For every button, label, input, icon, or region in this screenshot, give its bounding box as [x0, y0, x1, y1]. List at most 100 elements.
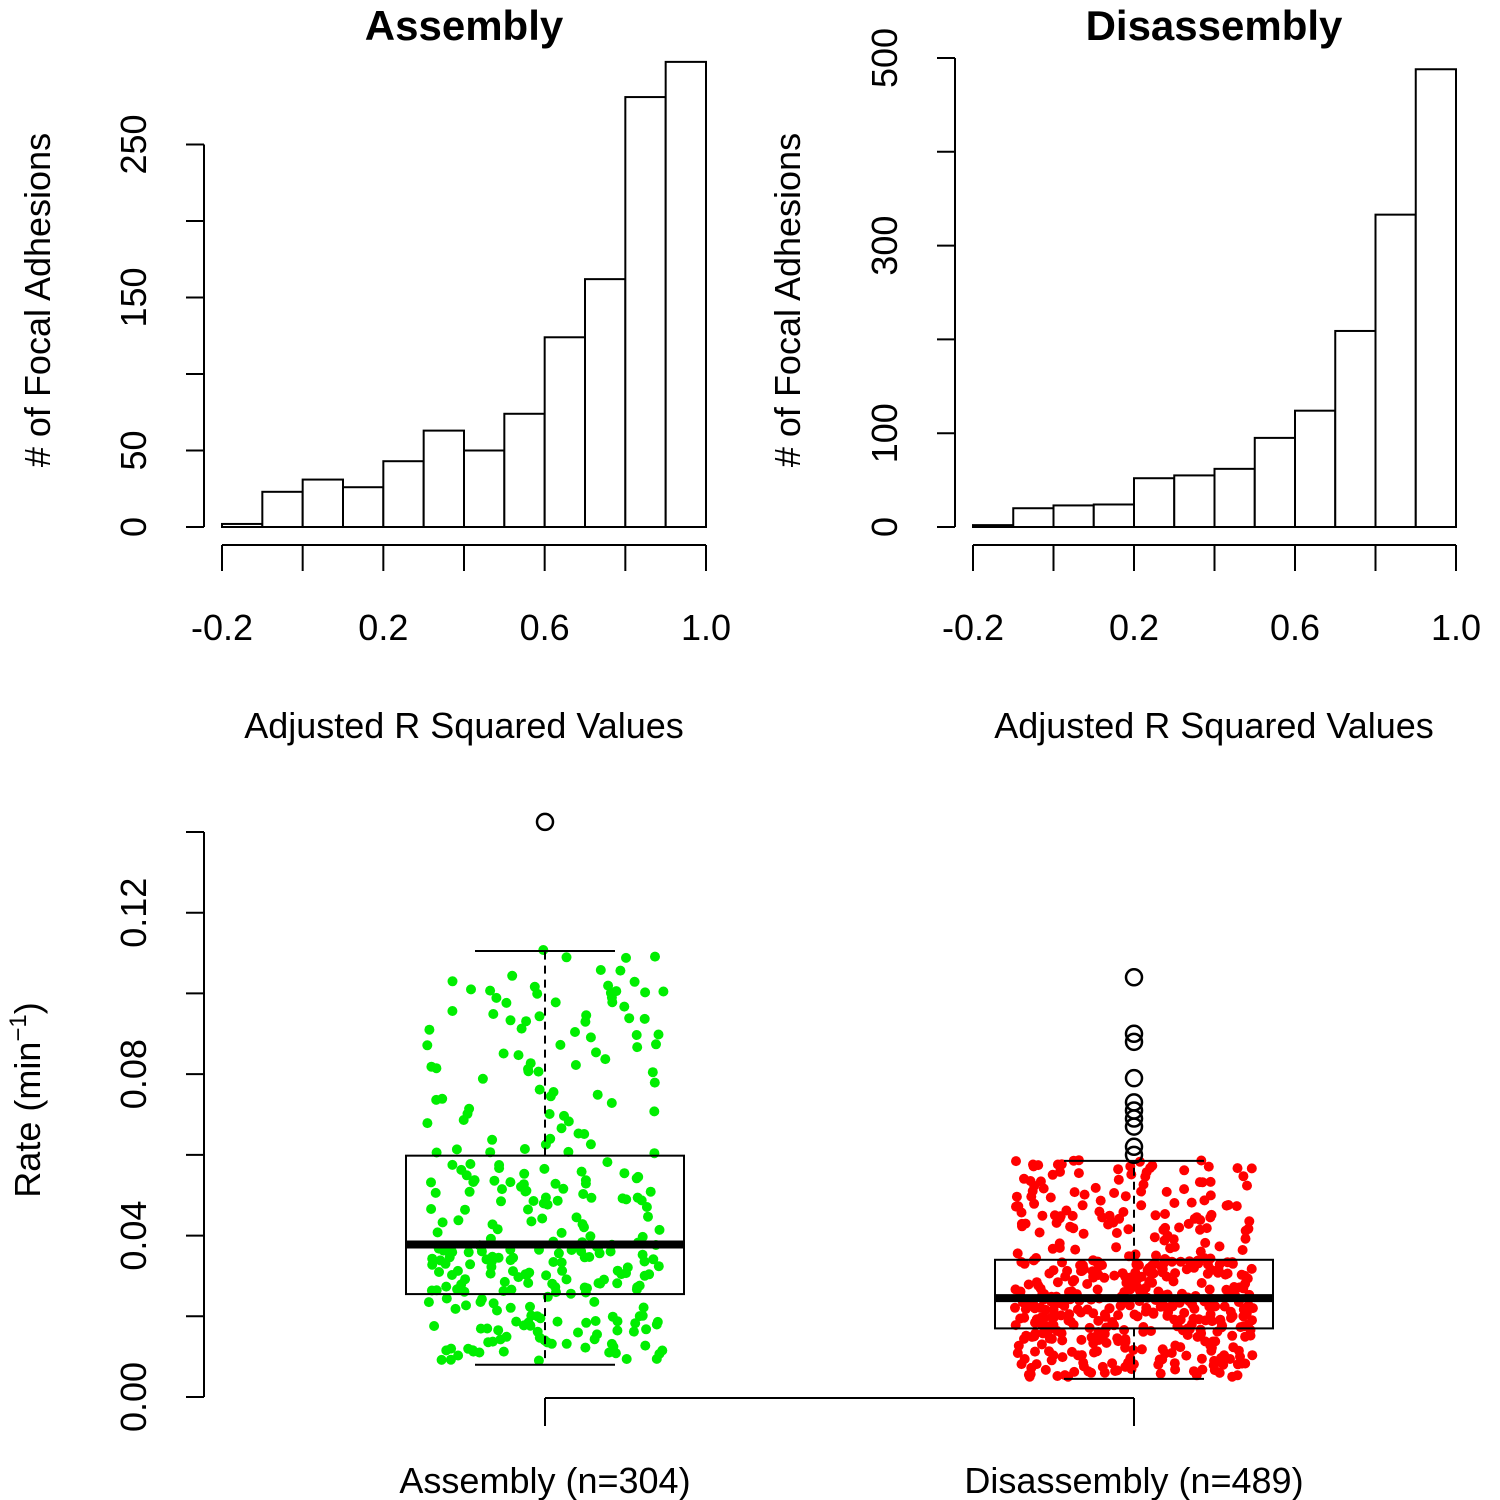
assembly-outlier	[535, 812, 555, 832]
disassembly-rate-point	[1227, 1330, 1238, 1341]
disassembly-rate-point	[1024, 1371, 1035, 1382]
assembly-rate-point	[538, 1198, 549, 1209]
assembly-histogram-x-tick-label: 1.0	[681, 607, 731, 648]
assembly-rate-point	[427, 1259, 438, 1270]
disassembly-rate-point	[1175, 1256, 1186, 1267]
disassembly-rate-point	[1019, 1312, 1030, 1323]
assembly-histogram-bar	[543, 336, 587, 528]
disassembly-rate-point	[1242, 1180, 1252, 1191]
disassembly-rate-point	[1175, 1342, 1186, 1353]
disassembly-rate-point	[1060, 1271, 1071, 1282]
assembly-rate-point	[519, 1144, 530, 1154]
assembly-rate-point	[551, 1287, 561, 1298]
disassembly-rate-point	[1197, 1177, 1208, 1188]
disassembly-rate-point	[1210, 1336, 1221, 1347]
disassembly-rate-point	[1240, 1233, 1251, 1244]
assembly-rate-point	[426, 1177, 436, 1188]
assembly-histogram-bar	[261, 490, 304, 528]
disassembly-rate-point	[1213, 1264, 1224, 1275]
assembly-rate-point	[629, 976, 640, 987]
assembly-histogram-bar	[664, 60, 708, 528]
assembly-rate-point	[465, 1259, 476, 1270]
disassembly-rate-point	[1029, 1198, 1040, 1209]
disassembly-histogram-bar	[1414, 68, 1457, 528]
assembly-rate-point	[469, 1175, 480, 1186]
assembly-histogram-y-tick-label: 50	[113, 430, 154, 470]
disassembly-rate-point	[1240, 1278, 1251, 1289]
assembly-rate-point	[519, 1168, 530, 1179]
disassembly-rate-point	[1120, 1334, 1131, 1345]
disassembly-rate-point	[1246, 1163, 1257, 1174]
disassembly-outlier	[1124, 968, 1144, 987]
disassembly-histogram-bar	[1012, 507, 1055, 528]
rate-boxplot-x-axis: Assembly (n=304) Disassembly (n=489)	[399, 1397, 1304, 1500]
disassembly-rate-point	[1140, 1171, 1151, 1182]
rate-boxplot-points	[422, 945, 1258, 1382]
assembly-rate-point	[576, 1166, 587, 1177]
disassembly-rate-point	[1123, 1224, 1134, 1235]
assembly-rate-point	[488, 1009, 499, 1019]
disassembly-histogram-ylabel: # of Focal Adhesions	[767, 133, 808, 467]
assembly-rate-point	[441, 1293, 452, 1304]
disassembly-rate-point	[1120, 1361, 1131, 1372]
disassembly-rate-point	[1037, 1210, 1048, 1221]
disassembly-rate-point	[1132, 1311, 1143, 1322]
disassembly-rate-point	[1107, 1358, 1118, 1369]
assembly-rate-point	[595, 965, 606, 975]
disassembly-rate-point	[1175, 1314, 1186, 1325]
disassembly-histogram-y-tick-label: 300	[864, 216, 905, 276]
disassembly-histogram-bar	[1213, 467, 1256, 528]
disassembly-rate-point	[1204, 1284, 1215, 1295]
disassembly-rate-point	[1247, 1303, 1258, 1314]
assembly-rate-point	[645, 1186, 656, 1197]
assembly-rate-point	[498, 1346, 509, 1357]
disassembly-rate-point	[1063, 1371, 1074, 1382]
disassembly-rate-point	[1091, 1265, 1102, 1276]
assembly-rate-point	[461, 1300, 471, 1311]
disassembly-rate-point	[1196, 1353, 1207, 1364]
assembly-rate-point	[526, 1216, 537, 1227]
assembly-rate-point	[447, 976, 458, 987]
disassembly-rate-point	[1068, 1319, 1079, 1330]
assembly-rate-point	[544, 1109, 555, 1119]
assembly-rate-point	[521, 1016, 532, 1027]
assembly-rate-point	[652, 1316, 663, 1327]
assembly-rate-point	[511, 1316, 522, 1327]
disassembly-rate-point	[1111, 1228, 1122, 1238]
assembly-rate-point	[534, 1011, 545, 1022]
disassembly-rate-point	[1121, 1277, 1132, 1288]
disassembly-rate-point	[1093, 1330, 1104, 1341]
assembly-rate-point	[463, 1343, 474, 1354]
rate-boxplot-ylabel-close: )	[7, 1002, 48, 1014]
disassembly-rate-point	[1049, 1311, 1060, 1322]
disassembly-rate-point	[1151, 1250, 1161, 1261]
disassembly-rate-point	[1136, 1271, 1147, 1282]
assembly-rate-point	[506, 1284, 517, 1295]
disassembly-rate-point	[1181, 1350, 1192, 1361]
disassembly-rate-point	[1101, 1337, 1112, 1348]
assembly-rate-point	[619, 1001, 630, 1012]
assembly-rate-point	[653, 1029, 664, 1040]
assembly-rate-point	[573, 1128, 584, 1139]
assembly-rate-point	[495, 1334, 506, 1345]
disassembly-rate-point	[1221, 1284, 1232, 1295]
disassembly-rate-point	[1019, 1173, 1029, 1184]
disassembly-rate-point	[1237, 1245, 1248, 1255]
disassembly-rate-point	[1170, 1268, 1181, 1279]
assembly-rate-point	[485, 985, 496, 996]
assembly-rate-point	[558, 1183, 569, 1194]
disassembly-rate-point	[1189, 1213, 1200, 1224]
assembly-rate-point	[561, 1274, 572, 1285]
disassembly-rate-point	[1099, 1367, 1110, 1378]
assembly-rate-point	[653, 1261, 664, 1272]
assembly-rate-point	[547, 1278, 558, 1289]
disassembly-rate-point	[1215, 1316, 1226, 1327]
disassembly-outlier	[1124, 1117, 1144, 1136]
disassembly-histogram-bar	[1334, 329, 1377, 529]
assembly-rate-point	[505, 1255, 516, 1266]
disassembly-rate-point	[1214, 1241, 1225, 1252]
assembly-histogram-x-tick-label: 0.2	[358, 607, 408, 648]
disassembly-rate-point	[1201, 1223, 1212, 1234]
disassembly-rate-point	[1205, 1176, 1216, 1187]
